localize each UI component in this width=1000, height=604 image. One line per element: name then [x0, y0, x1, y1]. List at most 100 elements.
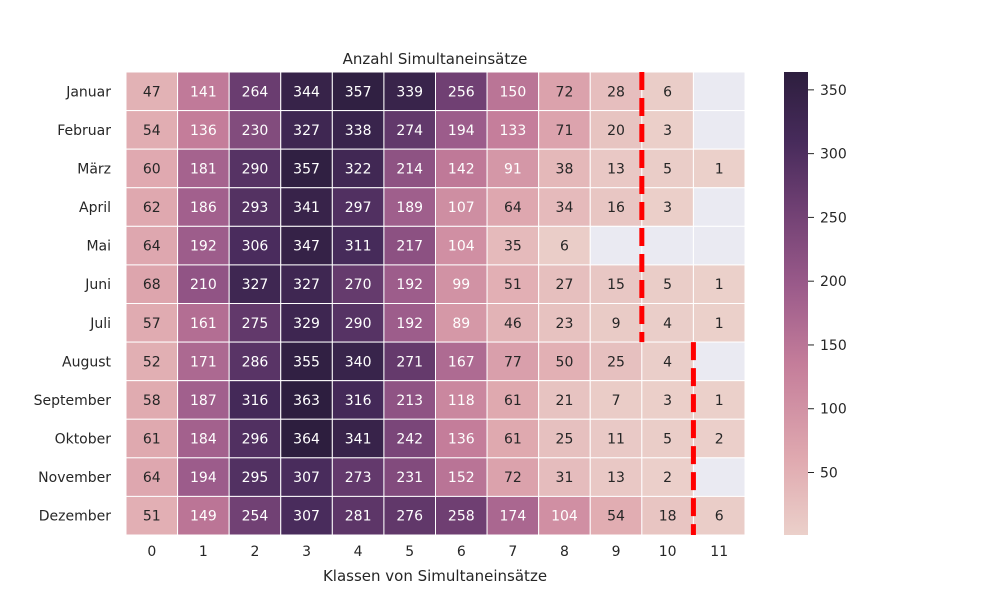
cell-value-label: 13: [607, 161, 625, 177]
y-tick-label: Juli: [89, 316, 111, 332]
heatmap-cell: [177, 457, 230, 497]
cell-value-label: 21: [556, 393, 574, 409]
heatmap-cell: [383, 187, 436, 227]
x-tick-label: 4: [354, 544, 363, 560]
heatmap-cell: [435, 418, 488, 459]
cell-value-label: 363: [293, 393, 320, 409]
cell-value-label: 341: [345, 432, 372, 448]
cell-value-label: 1: [715, 277, 724, 293]
heatmap-cell: [641, 457, 694, 497]
heatmap-cell: [589, 225, 643, 266]
x-tick-label: 10: [659, 544, 677, 560]
cell-value-label: 364: [293, 432, 320, 448]
cell-value-label: 327: [242, 277, 269, 293]
heatmap-cell: [280, 418, 333, 459]
cell-value-label: 254: [242, 509, 269, 525]
heatmap-cell: [331, 495, 385, 536]
cell-value-label: 230: [242, 123, 269, 139]
heatmap-cell: [228, 457, 282, 497]
colorbar-tick-label: 350: [820, 83, 847, 99]
heatmap-cell: [692, 303, 746, 343]
cell-value-label: 184: [190, 432, 217, 448]
cell-value-label: 340: [345, 354, 372, 370]
cell-value-label: 64: [143, 470, 161, 486]
cell-value-label: 89: [452, 316, 470, 332]
cell-value-label: 311: [345, 239, 372, 255]
y-tick-label: November: [38, 470, 111, 486]
cell-value-label: 52: [143, 354, 161, 370]
heatmap-cell: [641, 341, 694, 382]
heatmap-cell: [228, 303, 282, 343]
x-tick-label: 3: [302, 544, 311, 560]
heatmap-cell: [125, 303, 179, 343]
heatmap-cell: [383, 495, 436, 536]
heatmap-cell: [228, 495, 282, 536]
heatmap-cell: [280, 225, 333, 266]
heatmap-cell: [125, 225, 179, 266]
cell-value-label: 5: [663, 161, 672, 177]
cell-value-label: 187: [190, 393, 217, 409]
heatmap-cell: [538, 380, 591, 420]
heatmap-cell: [228, 225, 282, 266]
heatmap-cell: [228, 110, 282, 150]
heatmap-cell: [538, 418, 591, 459]
heatmap-cell: [280, 495, 333, 536]
cell-value-label: 104: [448, 239, 475, 255]
cell-value-label: 2: [663, 470, 672, 486]
heatmap-cell: [125, 341, 179, 382]
heatmap-cell: [435, 264, 488, 304]
heatmap-cell: [641, 225, 694, 266]
heatmap-cell: [331, 341, 385, 382]
heatmap-cell: [692, 418, 746, 459]
heatmap-cell: [589, 264, 643, 304]
cell-value-label: 27: [556, 277, 574, 293]
cell-value-label: 136: [448, 432, 475, 448]
heatmap-cell: [331, 264, 385, 304]
cell-value-label: 5: [663, 432, 672, 448]
cell-value-label: 6: [663, 84, 672, 100]
cell-value-label: 3: [663, 393, 672, 409]
cell-value-label: 213: [396, 393, 423, 409]
cell-value-label: 174: [500, 509, 527, 525]
cell-value-label: 344: [293, 84, 320, 100]
cell-value-label: 273: [345, 470, 372, 486]
cell-value-label: 306: [242, 239, 269, 255]
cell-value-label: 2: [715, 432, 724, 448]
heatmap-cell: [692, 380, 746, 420]
cell-value-label: 150: [500, 84, 527, 100]
cell-value-label: 51: [504, 277, 522, 293]
heatmap-cell: [692, 264, 746, 304]
heatmap-cell: [538, 148, 591, 189]
heatmap-cell: [589, 380, 643, 420]
cell-value-label: 231: [396, 470, 423, 486]
heatmap-cell: [331, 148, 385, 189]
heatmap-cell: [692, 187, 746, 227]
x-tick-label: 9: [612, 544, 621, 560]
cell-value-label: 50: [556, 354, 574, 370]
cell-value-label: 4: [663, 354, 672, 370]
cell-value-label: 64: [143, 239, 161, 255]
heatmap-cell: [538, 225, 591, 266]
heatmap-cell: [435, 148, 488, 189]
heatmap-cell: [692, 71, 746, 112]
heatmap-cell: [538, 341, 591, 382]
heatmap-cell: [125, 110, 179, 150]
cell-value-label: 141: [190, 84, 217, 100]
heatmap-cell: [589, 457, 643, 497]
heatmap-cell: [692, 110, 746, 150]
colorbar-tick-label: 100: [820, 402, 847, 418]
cell-value-label: 355: [293, 354, 320, 370]
cell-value-label: 1: [715, 316, 724, 332]
cell-value-label: 6: [560, 239, 569, 255]
cell-value-label: 61: [143, 432, 161, 448]
cell-value-label: 274: [396, 123, 423, 139]
cell-value-label: 15: [607, 277, 625, 293]
cell-value-label: 20: [607, 123, 625, 139]
cell-value-label: 142: [448, 161, 475, 177]
cell-value-label: 186: [190, 200, 217, 216]
y-tick-label: September: [34, 393, 112, 409]
y-tick-label: Oktober: [55, 432, 112, 448]
cell-value-label: 104: [551, 509, 578, 525]
heatmap-cell: [280, 341, 333, 382]
